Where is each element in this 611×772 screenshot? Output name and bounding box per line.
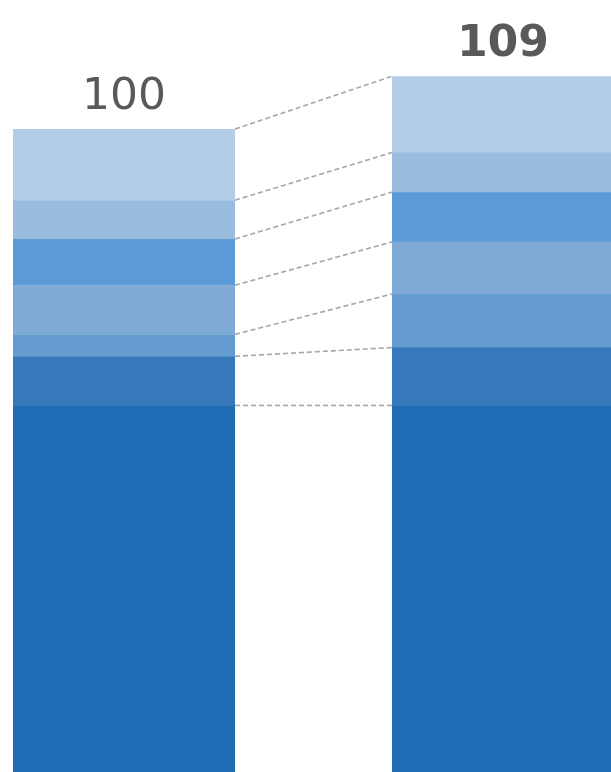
bars (13, 76, 611, 772)
bar-1-segment-3 (392, 241, 611, 294)
bar-1-segment-5 (392, 152, 611, 193)
connector-line-3 (234, 241, 393, 286)
bar-0-segment-3 (13, 285, 235, 335)
bar-total-label-1: 109 (457, 16, 549, 67)
connector-line-4 (234, 191, 393, 240)
bar-0-segment-2 (13, 334, 235, 357)
connector-line-2 (234, 293, 393, 336)
bar-0-segment-5 (13, 200, 235, 240)
connector-line-1 (234, 346, 393, 358)
bar-1-segment-0 (392, 405, 611, 772)
bar-1-segment-4 (392, 192, 611, 242)
bar-0-segment-0 (13, 405, 235, 772)
bar-1-segment-2 (392, 293, 611, 348)
bar-total-label-0: 100 (82, 69, 166, 120)
connector-line-5 (234, 151, 393, 201)
connector-line-6 (234, 75, 393, 130)
bar-1-segment-6 (392, 76, 611, 153)
bar-1-segment-1 (392, 347, 611, 406)
bar-0-segment-4 (13, 239, 235, 286)
connector-lines (234, 75, 393, 407)
bar-0-segment-6 (13, 129, 235, 201)
bar-0-segment-1 (13, 356, 235, 406)
